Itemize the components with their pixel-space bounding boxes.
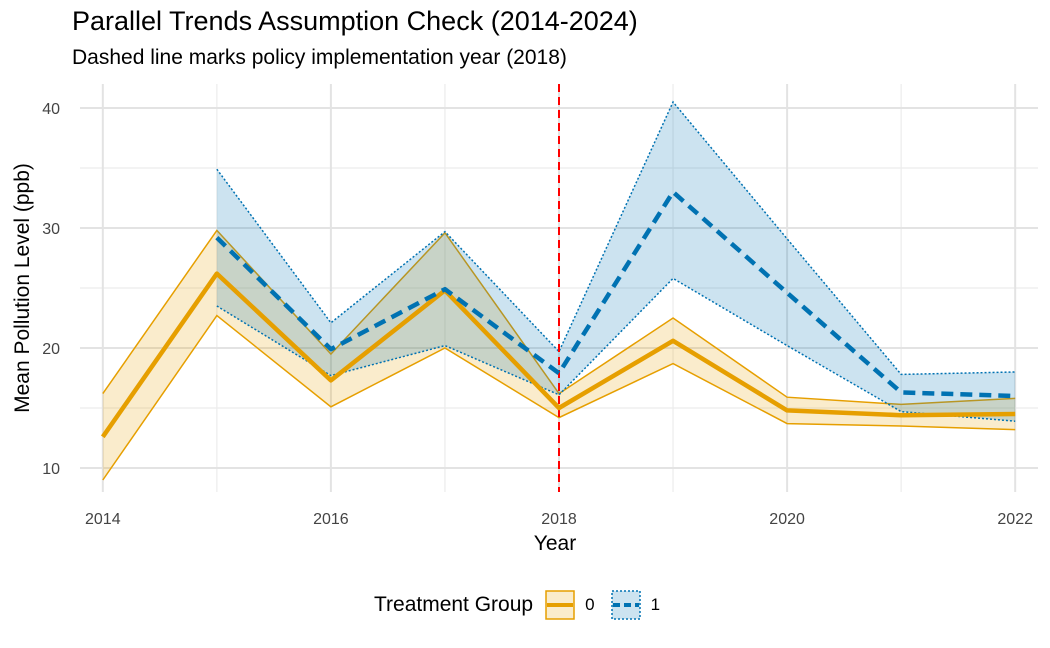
legend-label-0: 0 [585, 595, 595, 614]
band-1 [216, 102, 1016, 422]
axis-labels: 2014 2016 2018 2020 2022 10 20 30 40 Year Mean Pol… [11, 101, 1033, 555]
band-upper-1 [216, 100, 1016, 376]
legend-title: Treatment Group [373, 593, 534, 616]
chart-title: Parallel Trends Assumption Check (2014-2… [72, 6, 638, 36]
band-lower-0 [102, 314, 1016, 481]
band-lower-1 [216, 277, 1016, 422]
legend-key-1 [610, 590, 641, 620]
y-axis-title: Mean Pollution Level (ppb) [11, 163, 34, 413]
legend-item-0: 0 [545, 590, 602, 620]
y-tick-label: 40 [42, 101, 60, 118]
series-lines [100, 189, 1016, 439]
series-line-0 [100, 271, 1016, 439]
y-tick-label: 20 [42, 341, 60, 358]
y-tick-label: 30 [42, 221, 60, 238]
x-tick-label: 2020 [769, 511, 805, 528]
legend-label-1: 1 [650, 595, 661, 614]
legend-key-0 [545, 590, 575, 620]
legend: Treatment Group 0 1 [0, 590, 1050, 620]
x-axis-title: Year [534, 532, 576, 555]
x-tick-label: 2014 [85, 511, 121, 528]
band-upper-0 [102, 229, 1016, 406]
x-tick-label: 2018 [541, 511, 577, 528]
x-tick-label: 2016 [313, 511, 349, 528]
legend-item-1: 1 [610, 590, 668, 620]
y-tick-label: 10 [42, 461, 60, 478]
chart-subtitle: Dashed line marks policy implementation … [72, 46, 567, 69]
series-line-1 [215, 189, 1016, 399]
confidence-bands [102, 100, 1016, 481]
band-0 [102, 230, 1016, 480]
x-tick-label: 2022 [997, 511, 1033, 528]
